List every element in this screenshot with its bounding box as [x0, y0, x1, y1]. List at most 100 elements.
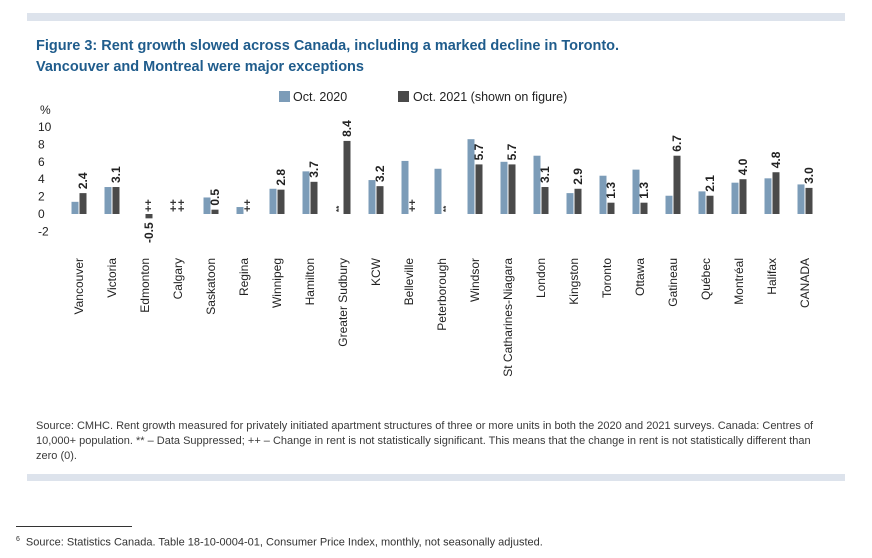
- category-label: CANADA: [798, 258, 812, 308]
- category-label: London: [534, 258, 548, 298]
- bar-2020: [302, 171, 310, 214]
- rent-growth-chart: % 10 8 6 4 2 0 -2 Oct. 2020 Oct. 2021 (shown on f…: [38, 90, 816, 377]
- category-label: KCW: [369, 257, 383, 286]
- footnote-marker: 6: [16, 536, 20, 543]
- bar-2021: [475, 164, 483, 214]
- value-label-2021: 0.5: [208, 189, 222, 206]
- bar-2020: [599, 175, 607, 214]
- bar-2020: [797, 184, 805, 214]
- legend-swatch-2021: [398, 91, 409, 102]
- bar-2020: [236, 207, 244, 214]
- value-label-2021: 6.7: [670, 135, 684, 152]
- bar-2021: [211, 209, 219, 214]
- bar-2021: [343, 140, 351, 214]
- bar-2021: [376, 186, 384, 214]
- bar-2020: [401, 160, 409, 214]
- bar-2021: [706, 195, 714, 214]
- bar-2021: [574, 188, 582, 214]
- bar-2021: [145, 214, 153, 219]
- category-label: Peterborough: [435, 258, 449, 331]
- legend-label-2021: Oct. 2021 (shown on figure): [413, 90, 567, 104]
- y-tick-label: -2: [38, 224, 49, 238]
- bar-2020: [632, 169, 640, 214]
- value-label-2021: 5.7: [505, 143, 519, 160]
- flag-2021: ++: [242, 199, 254, 212]
- value-label-2021: 5.7: [472, 143, 486, 160]
- bar-2021: [541, 187, 549, 214]
- bar-2020: [71, 201, 79, 214]
- source-note: Source: CMHC. Rent growth measured for p…: [36, 420, 814, 462]
- bar-2020: [203, 197, 211, 214]
- category-label: Gatineau: [666, 258, 680, 307]
- footnote: 6 Source: Statistics Canada. Table 18-10-…: [16, 536, 856, 549]
- flag-2020: **: [335, 205, 344, 212]
- top-rule: [27, 13, 845, 21]
- flag-2021: ++: [176, 199, 188, 212]
- bar-2020: [269, 188, 277, 214]
- category-label: Victoria: [105, 258, 119, 298]
- category-label: St Catharines-Niagara: [501, 258, 515, 377]
- bar-2021: [772, 172, 780, 214]
- value-label-2021: 3.1: [109, 166, 123, 183]
- figure-title-line-2: Vancouver and Montreal were major except…: [36, 59, 364, 75]
- category-label: Kingston: [567, 258, 581, 305]
- value-label-2021: 3.0: [802, 167, 816, 184]
- flag-2021: **: [442, 205, 451, 212]
- value-label-2021: 2.1: [703, 175, 717, 192]
- figure-title: Figure 3: Rent growth slowed across Cana…: [36, 36, 836, 78]
- legend-label-2020: Oct. 2020: [293, 90, 347, 104]
- flag-2021: ++: [143, 199, 155, 212]
- value-label-2021: 3.1: [538, 166, 552, 183]
- flag-2021: ++: [407, 199, 419, 212]
- bar-2020: [467, 139, 475, 214]
- y-tick-label: 2: [38, 190, 45, 204]
- bar-2020: [368, 180, 376, 214]
- value-label-2021: 1.3: [637, 182, 651, 199]
- footnote-text: Source: Statistics Canada. Table 18-10-0…: [25, 536, 543, 549]
- category-label: Regina: [237, 258, 251, 296]
- category-label: Hamilton: [303, 258, 317, 305]
- figure-title-line-1: Figure 3: Rent growth slowed across Cana…: [36, 38, 620, 54]
- bar-2021: [112, 187, 120, 214]
- value-label-2021: 1.3: [604, 182, 618, 199]
- category-label: Edmonton: [138, 258, 152, 313]
- value-label-2021: 2.8: [274, 169, 288, 186]
- bar-2020: [500, 161, 508, 214]
- bar-2021: [277, 189, 285, 214]
- bar-2020: [665, 195, 673, 214]
- category-label: Halifax: [765, 258, 779, 295]
- legend-swatch-2020: [279, 91, 290, 102]
- bar-2021: [805, 187, 813, 214]
- bar-2021: [79, 193, 87, 214]
- y-tick-label: 6: [38, 155, 45, 169]
- category-label: Vancouver: [72, 258, 86, 314]
- category-label: Ottawa: [633, 258, 647, 296]
- y-tick-label: 10: [38, 120, 52, 134]
- bar-2020: [104, 187, 112, 214]
- bar-2020: [698, 191, 706, 214]
- category-label: Calgary: [171, 258, 185, 299]
- category-label: Winnipeg: [270, 258, 284, 308]
- value-label-2021: 4.0: [736, 158, 750, 175]
- bar-2021: [310, 181, 318, 214]
- y-tick-label: 4: [38, 172, 45, 186]
- bar-2021: [640, 202, 648, 214]
- bar-2020: [434, 168, 442, 214]
- value-label-2021: 3.7: [307, 161, 321, 178]
- bar-2020: [533, 155, 541, 214]
- footnote-rule: [16, 526, 132, 527]
- bar-2020: [566, 193, 574, 214]
- y-axis-label: %: [40, 103, 51, 117]
- bar-2021: [607, 202, 615, 214]
- flag-2020: ++: [168, 199, 180, 212]
- category-label: Québec: [699, 258, 713, 300]
- bar-2021: [739, 179, 747, 214]
- value-label-2021: 2.9: [571, 168, 585, 185]
- category-label: Windsor: [468, 258, 482, 302]
- category-label: Greater Sudbury: [336, 258, 350, 347]
- category-label: Montréal: [732, 258, 746, 305]
- value-label-2021: 8.4: [340, 120, 354, 137]
- category-label: Belleville: [402, 258, 416, 306]
- value-label-2021: 3.2: [373, 165, 387, 182]
- value-label-2021: 4.8: [769, 151, 783, 168]
